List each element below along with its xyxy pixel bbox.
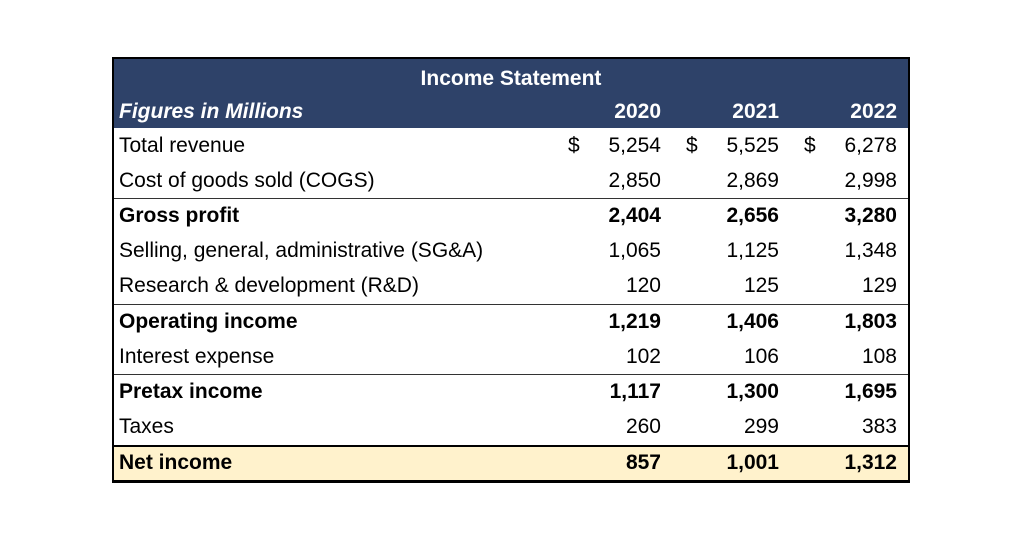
cell-number: 120: [625, 274, 661, 298]
cell-number: 1,125: [726, 239, 779, 263]
cell-value: 1,065: [554, 239, 672, 263]
row-label: Gross profit: [119, 204, 240, 228]
row-label: Cost of goods sold (COGS): [119, 168, 375, 192]
cell-number: 125: [743, 274, 779, 298]
dollar-sign: $: [804, 133, 816, 157]
cell-value: 299: [672, 415, 790, 439]
cell-number: 102: [625, 344, 661, 368]
cell-number: 5,525: [726, 133, 779, 157]
cell-value: 3,280: [790, 204, 908, 228]
figures-in-millions-label: Figures in Millions: [119, 100, 304, 123]
cell-value: 1,695: [790, 380, 908, 404]
table-row: Selling, general, administrative (SG&A) 1…: [114, 234, 908, 269]
cell-number: 2,850: [608, 168, 661, 192]
cell-number: 1,219: [608, 310, 661, 334]
row-label: Operating income: [119, 310, 298, 334]
cell-number: 106: [743, 344, 779, 368]
cell-value: 1,348: [790, 239, 908, 263]
row-label: Selling, general, administrative (SG&A): [119, 239, 484, 263]
year-header-2022: 2022: [850, 100, 897, 123]
cell-value: 1,125: [672, 239, 790, 263]
cell-value: 1,300: [672, 380, 790, 404]
table-header-row: Figures in Millions 2020 2021 2022: [114, 96, 908, 128]
cell-value: 129: [790, 274, 908, 298]
cell-number: 1,001: [726, 451, 779, 475]
cell-value: 1,312: [790, 451, 908, 475]
cell-number: 2,869: [726, 168, 779, 192]
cell-number: 1,065: [608, 239, 661, 263]
table-row: Research & development (R&D) 120 125 129: [114, 269, 908, 304]
cell-value: 120: [554, 274, 672, 298]
cell-number: 1,300: [726, 380, 779, 404]
table-row: Pretax income 1,117 1,300 1,695: [114, 374, 908, 409]
table-row: Operating income 1,219 1,406 1,803: [114, 303, 908, 339]
cell-number: 1,803: [844, 310, 897, 334]
cell-number: 1,406: [726, 310, 779, 334]
cell-value: 108: [790, 345, 908, 369]
cell-number: 260: [625, 415, 661, 439]
cell-number: 2,998: [844, 168, 897, 192]
cell-value: 1,001: [672, 451, 790, 475]
dollar-sign: $: [686, 133, 698, 157]
row-label: Net income: [119, 451, 233, 475]
row-label: Pretax income: [119, 380, 263, 404]
cell-number: 3,280: [844, 204, 897, 228]
cell-number: 2,656: [726, 204, 779, 228]
cell-value: 2,850: [554, 169, 672, 193]
table-row: Taxes 260 299 383: [114, 410, 908, 445]
cell-number: 383: [861, 415, 897, 439]
cell-number: 2,404: [608, 204, 661, 228]
table-row: Total revenue $5,254 $5,525 $6,278: [114, 128, 908, 163]
cell-number: 1,348: [844, 239, 897, 263]
cell-number: 1,312: [844, 451, 897, 475]
table-row: Interest expense 102 106 108: [114, 339, 908, 374]
cell-number: 108: [861, 344, 897, 368]
cell-number: 129: [861, 274, 897, 298]
cell-number: 5,254: [608, 133, 661, 157]
cell-value: $6,278: [790, 134, 908, 158]
table-row: Gross profit 2,404 2,656 3,280: [114, 198, 908, 233]
cell-number: 299: [743, 415, 779, 439]
cell-value: 1,219: [554, 310, 672, 334]
year-header-2020: 2020: [614, 100, 661, 123]
cell-value: 1,406: [672, 310, 790, 334]
cell-value: 106: [672, 345, 790, 369]
cell-value: 1,803: [790, 310, 908, 334]
table-row: Cost of goods sold (COGS) 2,850 2,869 2,998: [114, 163, 908, 198]
cell-value: $5,254: [554, 134, 672, 158]
cell-value: 125: [672, 274, 790, 298]
table-body: Total revenue $5,254 $5,525 $6,278 Cost of g…: [114, 128, 908, 480]
cell-value: 857: [554, 451, 672, 475]
cell-number: 1,695: [844, 380, 897, 404]
row-label: Research & development (R&D): [119, 274, 419, 298]
cell-number: 6,278: [844, 133, 897, 157]
cell-value: 383: [790, 415, 908, 439]
dollar-sign: $: [568, 133, 580, 157]
cell-value: 2,869: [672, 169, 790, 193]
income-statement-table: Income Statement Figures in Millions 202…: [112, 57, 910, 483]
cell-value: 260: [554, 415, 672, 439]
table-title: Income Statement: [114, 59, 908, 96]
cell-number: 857: [625, 451, 661, 475]
cell-value: 1,117: [554, 380, 672, 404]
row-label: Taxes: [119, 415, 174, 439]
cell-value: 2,998: [790, 169, 908, 193]
cell-value: 102: [554, 345, 672, 369]
table-row: Net income 857 1,001 1,312: [114, 444, 908, 480]
row-label: Interest expense: [119, 344, 275, 368]
year-header-2021: 2021: [732, 100, 779, 123]
cell-number: 1,117: [609, 380, 661, 404]
cell-value: $5,525: [672, 134, 790, 158]
row-label: Total revenue: [119, 133, 246, 157]
cell-value: 2,656: [672, 204, 790, 228]
cell-value: 2,404: [554, 204, 672, 228]
